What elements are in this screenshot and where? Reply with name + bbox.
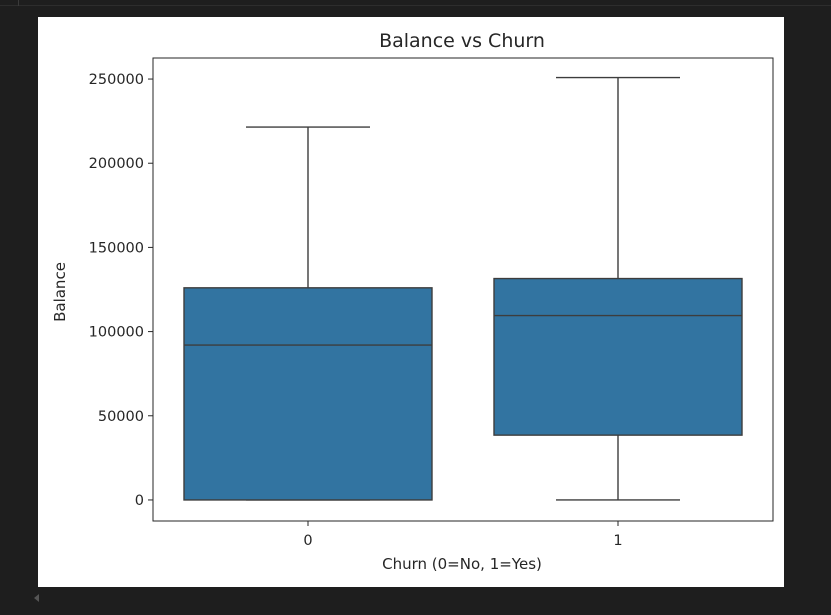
- y-tick-label: 200000: [89, 156, 144, 172]
- chart-title: Balance vs Churn: [379, 30, 545, 52]
- box-rect: [183, 287, 433, 501]
- y-tick-label: 0: [135, 493, 144, 509]
- y-tick-label: 100000: [89, 325, 144, 341]
- top-divider: [18, 0, 19, 6]
- box-group: [493, 76, 743, 501]
- scroll-left-arrow-icon[interactable]: [34, 594, 39, 602]
- box-series: [183, 76, 743, 501]
- chart-figure: Balance vs Churn 0 50000 100000 150000 20000…: [38, 17, 784, 587]
- plot-frame: [152, 57, 774, 522]
- x-axis-label: Churn (0=No, 1=Yes): [382, 555, 542, 573]
- x-tick-label: 1: [613, 533, 622, 549]
- y-tick-label: 150000: [89, 240, 144, 256]
- y-axis-ticks: 0 50000 100000 150000 200000 250000: [89, 72, 153, 509]
- x-tick-label: 0: [303, 533, 312, 549]
- y-axis-label: Balance: [51, 262, 69, 322]
- y-tick-label: 50000: [98, 409, 144, 425]
- box-plot-chart: Balance vs Churn 0 50000 100000 150000 20000…: [51, 30, 774, 573]
- top-border: [0, 0, 831, 6]
- box-group: [183, 126, 433, 501]
- y-tick-label: 250000: [89, 72, 144, 88]
- box-rect: [493, 277, 743, 436]
